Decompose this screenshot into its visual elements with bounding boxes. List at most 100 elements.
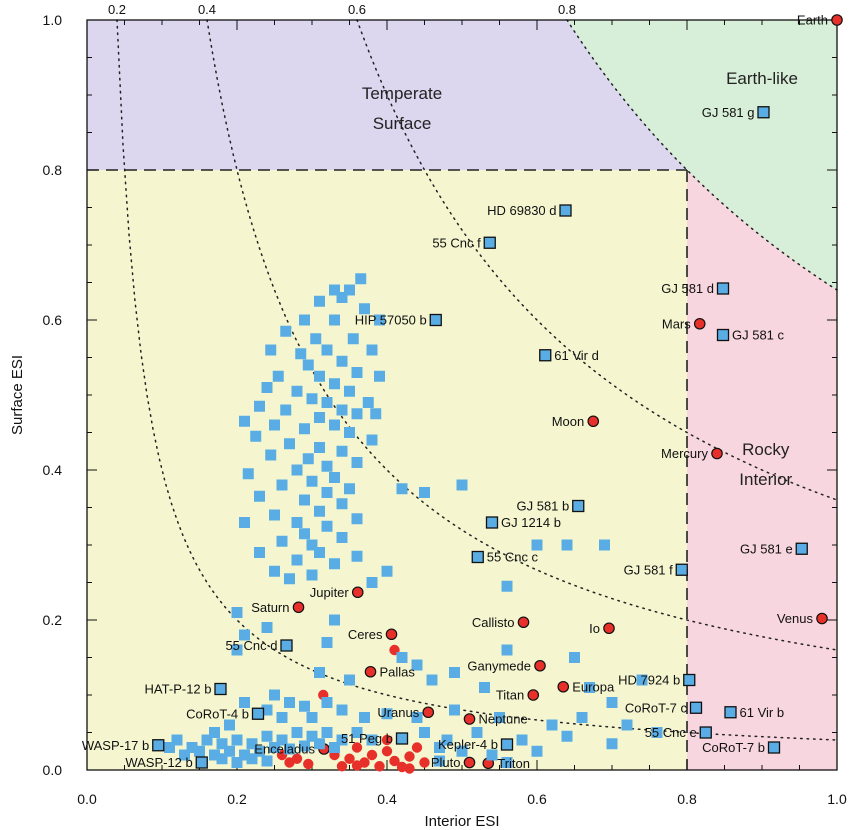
point-label-51-peg-b: 51 Peg b bbox=[341, 731, 393, 746]
exoplanet-marker bbox=[344, 674, 355, 686]
exoplanet-marker bbox=[306, 539, 318, 551]
exoplanet-marker bbox=[569, 652, 580, 663]
exoplanet-marker bbox=[486, 749, 498, 761]
exoplanet-marker bbox=[456, 745, 468, 757]
exoplanet-marker bbox=[231, 757, 243, 768]
exoplanet-marker bbox=[246, 738, 258, 750]
exoplanet-marker bbox=[344, 385, 355, 397]
exoplanet-marker bbox=[299, 423, 310, 435]
region-labels: Temperate Surface Earth-like Rocky Interior bbox=[362, 69, 798, 489]
exoplanet-marker-gj-581-d bbox=[716, 282, 730, 295]
point-label-gj-581-g: GJ 581 g bbox=[702, 105, 755, 120]
exoplanet-marker bbox=[291, 554, 303, 566]
exoplanet-marker-corot-7-c bbox=[689, 701, 703, 714]
esi-contour-label: 0.2 bbox=[108, 2, 126, 17]
exoplanet-marker bbox=[516, 734, 528, 746]
exoplanet-marker-hd-69830-d bbox=[559, 204, 572, 217]
exoplanet-marker bbox=[419, 727, 430, 738]
exoplanet-marker bbox=[456, 479, 468, 491]
point-label-ganymede: Ganymede bbox=[467, 658, 531, 673]
exoplanet-marker-55-cnc-e bbox=[699, 726, 712, 739]
esi-contour-label: 0.8 bbox=[558, 2, 576, 17]
exoplanet-marker bbox=[171, 734, 183, 746]
region-label-line1: Temperate bbox=[362, 84, 442, 103]
point-label-55-cnc-d: 55 Cnc d bbox=[225, 638, 277, 653]
exoplanet-marker bbox=[336, 532, 348, 543]
exoplanet-marker bbox=[359, 303, 370, 315]
planet-marker bbox=[351, 742, 363, 753]
exoplanet-marker bbox=[314, 505, 325, 517]
exoplanet-marker bbox=[561, 539, 573, 551]
exoplanet-marker-gj-581-e bbox=[795, 542, 808, 555]
exoplanet-marker bbox=[272, 370, 284, 382]
exoplanet-marker bbox=[344, 483, 355, 495]
exoplanet-marker bbox=[265, 344, 277, 356]
point-label-pallas: Pallas bbox=[380, 664, 416, 679]
exoplanet-marker bbox=[216, 738, 228, 750]
exoplanet-marker bbox=[531, 745, 543, 757]
exoplanet-marker bbox=[261, 382, 273, 393]
point-label-titan: Titan bbox=[496, 688, 524, 703]
exoplanet-marker bbox=[381, 565, 393, 577]
exoplanet-marker bbox=[381, 708, 393, 720]
exoplanet-marker bbox=[254, 490, 265, 502]
planet-marker-jupiter bbox=[351, 586, 364, 599]
exoplanet-marker bbox=[374, 370, 385, 382]
exoplanet-marker bbox=[366, 344, 378, 356]
planet-marker bbox=[303, 758, 314, 770]
region-earth-like bbox=[567, 20, 837, 290]
exoplanet-marker bbox=[250, 430, 262, 442]
exoplanet-marker bbox=[276, 535, 288, 547]
exoplanet-marker bbox=[411, 712, 423, 723]
point-label-gj-581-b: GJ 581 b bbox=[516, 499, 569, 514]
exoplanet-marker bbox=[254, 547, 265, 558]
exoplanet-marker bbox=[329, 378, 340, 390]
planet-marker-uranus bbox=[422, 706, 435, 719]
point-label-saturn: Saturn bbox=[251, 600, 289, 615]
exoplanet-marker-61-vir-b bbox=[724, 706, 737, 719]
exoplanet-marker-wasp-17-b bbox=[152, 739, 165, 752]
point-label-neptune: Neptune bbox=[479, 712, 528, 727]
exoplanet-marker bbox=[295, 348, 307, 360]
exoplanet-marker bbox=[329, 419, 340, 431]
background-regions bbox=[87, 20, 837, 770]
planet-marker-mercury bbox=[711, 447, 723, 460]
exoplanet-marker bbox=[280, 404, 292, 416]
exoplanet-marker bbox=[269, 689, 280, 701]
exoplanet-marker bbox=[299, 314, 310, 326]
exoplanet-marker bbox=[351, 457, 363, 468]
planet-marker bbox=[374, 761, 385, 772]
exoplanet-marker bbox=[231, 734, 243, 746]
exoplanet-marker bbox=[314, 412, 325, 423]
point-label-triton: Triton bbox=[497, 756, 530, 771]
exoplanet-marker-gj-581-c bbox=[716, 328, 730, 342]
point-label-gj-581-e: GJ 581 e bbox=[740, 541, 793, 556]
exoplanet-marker bbox=[366, 734, 378, 746]
exoplanet-marker bbox=[396, 483, 408, 495]
exoplanet-marker bbox=[314, 667, 325, 678]
planet-marker bbox=[389, 755, 400, 767]
exoplanet-marker-gj-581-b bbox=[572, 499, 585, 513]
exoplanet-marker bbox=[321, 520, 333, 532]
exoplanet-marker bbox=[321, 697, 333, 708]
exoplanet-marker-gj-1214-b bbox=[485, 516, 499, 529]
point-label-55-cnc-e: 55 Cnc e bbox=[645, 725, 697, 740]
exoplanet-marker bbox=[449, 667, 460, 678]
exoplanet-marker bbox=[434, 742, 445, 753]
exoplanet-marker bbox=[351, 367, 363, 378]
planet-marker-pallas bbox=[364, 665, 377, 678]
point-label-io: Io bbox=[589, 621, 600, 636]
planet-marker bbox=[381, 746, 393, 757]
region-label-line1: Earth-like bbox=[726, 69, 798, 88]
exoplanet-marker bbox=[179, 749, 190, 761]
data-points bbox=[152, 14, 843, 774]
exoplanet-marker bbox=[284, 573, 295, 585]
exoplanet-marker bbox=[396, 652, 408, 663]
region-interior-zone bbox=[87, 170, 687, 770]
exoplanet-marker bbox=[621, 719, 633, 731]
planet-marker-io bbox=[603, 622, 615, 635]
exoplanet-marker bbox=[336, 404, 348, 416]
exoplanet-marker bbox=[651, 727, 663, 738]
planet-marker-moon bbox=[587, 415, 600, 428]
planet-marker bbox=[404, 763, 415, 774]
